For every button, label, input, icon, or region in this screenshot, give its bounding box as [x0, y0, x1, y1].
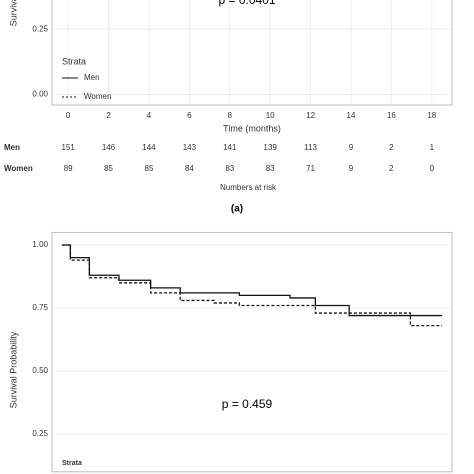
risk-count: 139 — [264, 143, 278, 152]
x-tick-label: 0 — [66, 111, 71, 120]
panel-caption: (a) — [231, 204, 243, 215]
survival-curve — [61, 244, 443, 327]
risk-row-label: Men — [4, 143, 20, 152]
y-axis-label: Survival Probability — [8, 331, 18, 408]
x-axis-label: Time (months) — [223, 123, 281, 133]
plot-panel — [51, 231, 453, 473]
plot-panel — [51, 0, 453, 106]
risk-count: 2 — [389, 143, 394, 152]
legend-label: Men — [84, 73, 100, 82]
x-tick-label: 16 — [387, 111, 396, 120]
risk-count: 143 — [183, 143, 197, 152]
risk-count: 2 — [389, 164, 394, 173]
y-tick-label: 0.25 — [32, 429, 48, 438]
x-tick-label: 4 — [147, 111, 152, 120]
risk-count: 9 — [349, 164, 354, 173]
risk-count: 113 — [304, 143, 317, 152]
y-tick-label: 0.00 — [32, 90, 48, 99]
legend-label: Women — [84, 92, 111, 101]
risk-count: 89 — [64, 164, 73, 173]
y-tick-label: 0.75 — [32, 303, 48, 312]
x-tick-label: 14 — [347, 111, 356, 120]
risk-count: 9 — [349, 143, 354, 152]
x-tick-label: 10 — [266, 111, 275, 120]
risk-count: 151 — [61, 143, 75, 152]
x-tick-label: 2 — [106, 111, 111, 120]
risk-count: 85 — [145, 164, 154, 173]
risk-count: 1 — [430, 143, 435, 152]
risk-row-label: Women — [4, 164, 33, 173]
y-tick-label: 0.25 — [32, 24, 48, 33]
x-tick-label: 8 — [228, 111, 233, 120]
risk-table-title: Numbers at risk — [220, 183, 277, 192]
annotation: p = 0.0401 — [218, 0, 275, 7]
risk-count: 84 — [185, 164, 194, 173]
x-tick-label: 12 — [306, 111, 315, 120]
risk-count: 83 — [225, 164, 234, 173]
y-tick-label: 1.00 — [32, 240, 48, 249]
x-tick-label: 6 — [187, 111, 192, 120]
x-tick-label: 18 — [427, 111, 436, 120]
annotation: p = 0.459 — [222, 397, 273, 411]
risk-count: 71 — [306, 164, 315, 173]
y-tick-label: 0.50 — [32, 366, 48, 375]
legend-title: Strata — [62, 56, 86, 66]
risk-count: 141 — [223, 143, 237, 152]
legend-title: Strata — [62, 460, 82, 467]
risk-count: 85 — [104, 164, 113, 173]
risk-count: 146 — [102, 143, 116, 152]
risk-count: 83 — [266, 164, 275, 173]
risk-count: 144 — [142, 143, 156, 152]
y-axis-label: Survival Probability — [8, 0, 18, 26]
risk-count: 0 — [430, 164, 435, 173]
